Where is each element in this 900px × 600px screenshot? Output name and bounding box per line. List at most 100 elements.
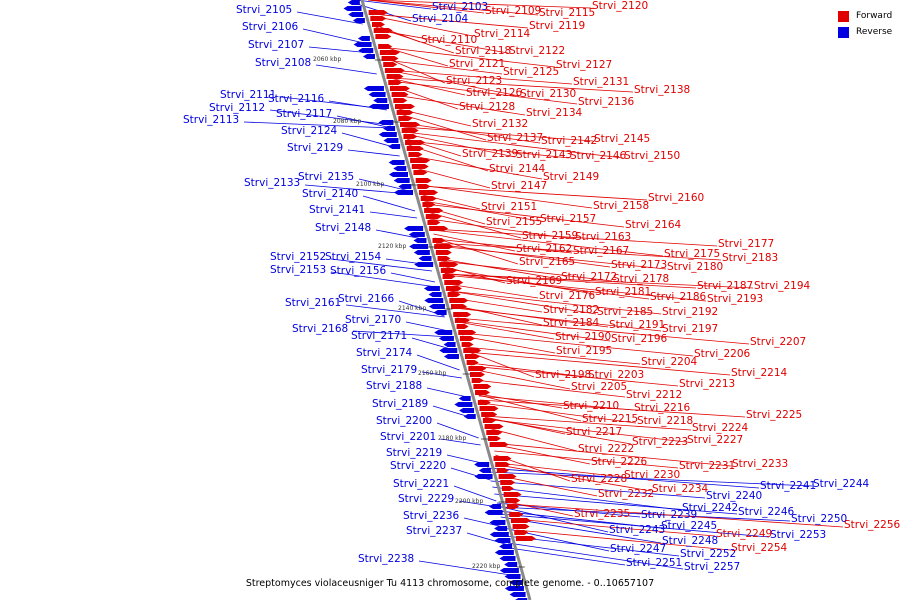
legend-reverse: Reverse: [838, 24, 898, 40]
gene-arrow-48: [484, 510, 503, 515]
gene-arrow-29: [414, 262, 434, 267]
gene-label-strvi-2160: Strvi_2160: [648, 192, 705, 204]
gene-arrow-124: [475, 390, 491, 395]
connector-strvi-2129: [347, 149, 400, 157]
gene-label-strvi-2233: Strvi_2233: [732, 458, 789, 470]
connector-strvi-2186: [444, 272, 650, 300]
gene-label-strvi-2117: Strvi_2117: [276, 108, 333, 120]
connector-strvi-2216: [478, 395, 634, 411]
gene-arrow-76: [391, 92, 409, 97]
gene-label-strvi-2242: Strvi_2242: [682, 502, 739, 514]
gene-arrow-105: [442, 274, 456, 279]
gene-label-strvi-2150: Strvi_2150: [624, 150, 681, 162]
reverse-swatch: [838, 26, 849, 38]
gene-label-strvi-2217: Strvi_2217: [566, 426, 623, 438]
gene-label-strvi-2177: Strvi_2177: [718, 238, 775, 250]
gene-label-strvi-2154: Strvi_2154: [325, 251, 382, 263]
gene-arrow-9: [368, 92, 386, 97]
gene-arrow-41: [454, 402, 473, 407]
connector-strvi-2253: [499, 513, 770, 538]
gene-label-strvi-2206: Strvi_2206: [694, 348, 751, 360]
connector-strvi-2145: [403, 126, 594, 142]
connector-strvi-2140: [362, 195, 416, 212]
connector-strvi-2168: [352, 330, 451, 338]
gene-label-strvi-2161: Strvi_2161: [285, 297, 342, 309]
gene-label-strvi-2213: Strvi_2213: [679, 378, 736, 390]
gene-label-strvi-2153: Strvi_2153: [270, 264, 327, 276]
gene-arrow-119: [466, 360, 479, 365]
gene-arrow-40: [458, 396, 471, 401]
gene-label-strvi-2122: Strvi_2122: [509, 45, 566, 57]
gene-label-strvi-2112: Strvi_2112: [209, 102, 266, 114]
connector-strvi-2137: [399, 113, 487, 141]
gene-arrow-63: [368, 10, 388, 15]
label-connectors: [243, 0, 844, 577]
gene-label-strvi-2180: Strvi_2180: [667, 261, 724, 273]
gene-label-strvi-2219: Strvi_2219: [386, 447, 443, 459]
gene-label-strvi-2190: Strvi_2190: [555, 331, 612, 343]
connector-strvi-2164: [425, 203, 625, 228]
gene-label-strvi-2170: Strvi_2170: [345, 314, 402, 326]
gene-label-strvi-2182: Strvi_2182: [543, 304, 600, 316]
connector-strvi-2196: [457, 320, 611, 342]
connector-strvi-2250: [497, 506, 791, 522]
gene-arrow-130: [486, 430, 503, 435]
connector-strvi-2161: [345, 304, 445, 318]
gene-label-strvi-2220: Strvi_2220: [390, 460, 447, 472]
gene-arrow-50: [494, 526, 508, 531]
gene-label-strvi-2118: Strvi_2118: [455, 45, 512, 57]
gene-label-strvi-2193: Strvi_2193: [707, 293, 764, 305]
gene-label-strvi-2201: Strvi_2201: [380, 431, 437, 443]
connector-strvi-2177: [432, 228, 718, 247]
gene-label-strvi-2140: Strvi_2140: [302, 188, 359, 200]
gene-label-strvi-2215: Strvi_2215: [582, 413, 639, 425]
gene-label-strvi-2125: Strvi_2125: [503, 66, 560, 78]
gene-arrow-134: [495, 462, 511, 467]
connector-strvi-2179: [421, 371, 462, 379]
gene-label-strvi-2192: Strvi_2192: [662, 306, 719, 318]
connector-strvi-2112: [269, 109, 392, 126]
gene-label-strvi-2238: Strvi_2238: [358, 553, 415, 565]
gene-label-strvi-2137: Strvi_2137: [487, 132, 544, 144]
gene-arrow-72: [384, 68, 405, 73]
gene-arrow-10: [373, 98, 388, 103]
map-caption: Streptomyces violaceusniger Tu 4113 chro…: [245, 578, 655, 589]
gene-arrow-96: [425, 214, 442, 219]
gene-arrow-66: [373, 28, 393, 33]
gene-arrow-52: [494, 538, 511, 543]
gene-arrow-95: [424, 208, 444, 213]
connector-strvi-2234: [498, 464, 652, 492]
gene-arrow-88: [411, 164, 429, 169]
gene-arrow-14: [378, 132, 397, 137]
gene-label-strvi-2157: Strvi_2157: [540, 213, 597, 225]
gene-arrow-4: [357, 36, 370, 41]
gene-arrow-83: [403, 134, 418, 139]
connector-strvi-2105: [296, 11, 363, 25]
connector-strvi-2257: [507, 542, 684, 570]
connector-strvi-2231: [494, 450, 679, 469]
connector-strvi-2176: [447, 283, 539, 299]
tick-label-6: 2180 kbp: [438, 435, 467, 442]
gene-label-strvi-2144: Strvi_2144: [489, 163, 546, 175]
gene-arrow-34: [433, 310, 447, 315]
connector-strvi-2174: [416, 354, 460, 371]
gene-arrow-32: [424, 298, 444, 303]
connector-strvi-2167: [434, 238, 573, 254]
gene-label-strvi-2247: Strvi_2247: [610, 543, 667, 555]
gene-label-strvi-2194: Strvi_2194: [754, 280, 811, 292]
connector-strvi-2227: [485, 418, 687, 443]
gene-arrow-127: [481, 412, 498, 417]
tick-label-7: 2200 kbp: [455, 498, 484, 505]
gene-label-strvi-2257: Strvi_2257: [684, 561, 741, 573]
gene-label-strvi-2243: Strvi_2243: [609, 524, 666, 536]
gene-arrow-109: [449, 298, 469, 303]
gene-arrow-108: [447, 292, 461, 297]
connector-strvi-2178: [441, 260, 613, 282]
connector-strvi-2119: [371, 13, 529, 29]
connector-strvi-2238: [418, 560, 518, 577]
connector-strvi-2254: [516, 529, 731, 551]
connector-strvi-2185: [449, 290, 597, 315]
gene-label-strvi-2176: Strvi_2176: [539, 290, 596, 302]
reverse-genes: [343, 0, 528, 600]
gene-arrow-33: [428, 304, 445, 309]
